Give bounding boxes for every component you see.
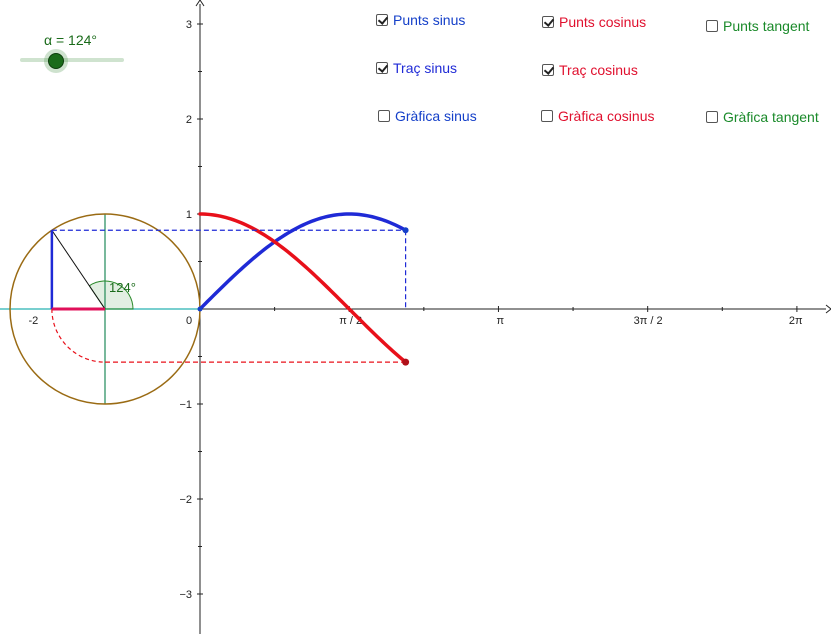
checkbox-box[interactable] xyxy=(706,111,718,123)
checkbox-label: Punts sinus xyxy=(393,12,466,28)
checkbox-punts-sinus[interactable]: Punts sinus xyxy=(376,12,465,28)
sine-point xyxy=(402,227,409,234)
x-tick-label: 2π xyxy=(789,315,803,327)
checkbox-grafica-cosinus[interactable]: Gràfica cosinus xyxy=(541,108,654,124)
x-axis-arrow xyxy=(825,304,831,314)
angle-sector xyxy=(88,280,134,310)
cosine-trace xyxy=(198,212,408,364)
checkbox-label: Traç sinus xyxy=(393,60,458,76)
cosine-point xyxy=(402,358,410,366)
checkbox-label: Punts cosinus xyxy=(559,14,647,30)
checkbox-box[interactable] xyxy=(378,110,390,122)
checkbox-box[interactable] xyxy=(542,64,554,76)
checkbox-box[interactable] xyxy=(541,110,553,122)
cosine-transfer-arc xyxy=(51,308,106,363)
y-tick-label: 2 xyxy=(186,114,192,126)
checkbox-trac-cosinus[interactable]: Traç cosinus xyxy=(542,62,638,78)
checkbox-trac-sinus[interactable]: Traç sinus xyxy=(376,60,457,76)
checkbox-label: Traç cosinus xyxy=(559,62,638,78)
y-axis-arrow xyxy=(195,0,205,7)
y-tick-label: −3 xyxy=(179,589,192,601)
origin-point xyxy=(197,306,203,312)
y-tick-label: −1 xyxy=(179,399,192,411)
x-tick-label: 3π / 2 xyxy=(634,315,663,327)
y-tick-label: 3 xyxy=(186,19,192,31)
checkbox-grafica-tangent[interactable]: Gràfica tangent xyxy=(706,109,819,125)
checkbox-grafica-sinus[interactable]: Gràfica sinus xyxy=(378,108,477,124)
sine-trace xyxy=(198,212,408,311)
x-tick-label: 0 xyxy=(186,315,192,327)
radius-line xyxy=(51,229,106,310)
checkbox-label: Gràfica cosinus xyxy=(558,108,655,124)
angle-label: 124° xyxy=(109,280,136,295)
y-tick-label: 1 xyxy=(186,209,192,221)
checkbox-box[interactable] xyxy=(376,14,388,26)
checkbox-label: Punts tangent xyxy=(723,18,810,34)
checkbox-punts-cosinus[interactable]: Punts cosinus xyxy=(542,14,646,30)
x-tick-label: π xyxy=(496,315,504,327)
checkbox-label: Gràfica sinus xyxy=(395,108,477,124)
slider-label: α = 124° xyxy=(44,32,98,48)
checkbox-box[interactable] xyxy=(706,20,718,32)
checkbox-box[interactable] xyxy=(542,16,554,28)
checkbox-label: Gràfica tangent xyxy=(723,109,819,125)
slider-track[interactable] xyxy=(20,58,124,62)
angle-slider[interactable] xyxy=(20,53,124,69)
y-tick-label: −2 xyxy=(179,494,192,506)
x-tick-label: -2 xyxy=(29,315,39,327)
checkbox-box[interactable] xyxy=(376,62,388,74)
checkbox-punts-tangent[interactable]: Punts tangent xyxy=(706,18,809,34)
slider-knob[interactable] xyxy=(48,53,64,69)
